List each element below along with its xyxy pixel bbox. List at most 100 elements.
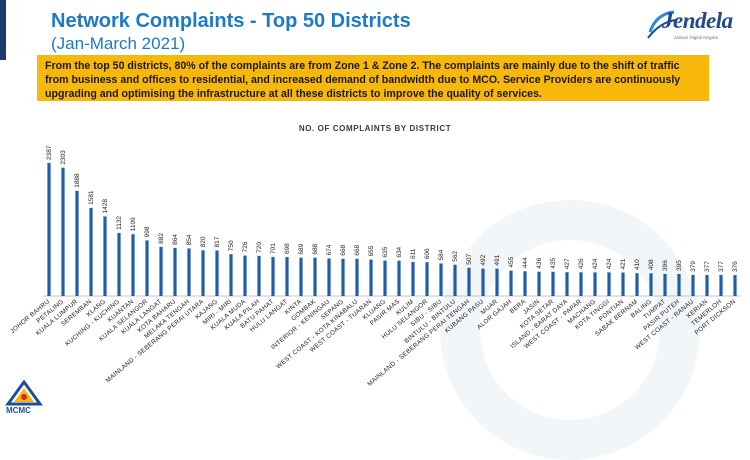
bar xyxy=(551,271,555,296)
data-label: 882 xyxy=(158,233,165,244)
bar xyxy=(705,274,709,296)
data-label: 817 xyxy=(214,236,221,247)
data-label: 424 xyxy=(592,258,599,269)
data-label: 426 xyxy=(578,258,585,269)
bar xyxy=(173,247,177,296)
bar xyxy=(131,234,135,296)
data-label: 668 xyxy=(354,245,361,256)
bar xyxy=(607,272,611,296)
mcmc-label: MCMC xyxy=(6,406,31,415)
jendela-logo: Jendela Jalinan Digital Negara xyxy=(646,8,742,46)
data-label: 750 xyxy=(228,240,235,251)
bar xyxy=(313,257,317,296)
bar xyxy=(719,274,723,296)
bar xyxy=(677,273,681,296)
bar xyxy=(397,260,401,296)
bar xyxy=(201,250,205,296)
bar xyxy=(327,258,331,296)
data-label: 507 xyxy=(466,254,473,265)
data-label: 820 xyxy=(200,236,207,247)
data-label: 701 xyxy=(270,243,277,254)
bar xyxy=(691,274,695,296)
data-label: 1132 xyxy=(116,216,123,230)
data-label: 377 xyxy=(718,261,725,272)
data-label: 2303 xyxy=(60,150,67,165)
data-label: 1109 xyxy=(130,217,137,231)
brand-name: Jendela xyxy=(662,8,733,33)
data-label: 444 xyxy=(522,257,529,268)
data-label: 424 xyxy=(606,258,613,269)
mcmc-triangle-icon xyxy=(5,380,43,406)
mcmc-logo: MCMC xyxy=(4,380,44,418)
data-label: 698 xyxy=(284,243,291,254)
bar xyxy=(481,268,485,296)
bar xyxy=(425,262,429,296)
data-label: 1888 xyxy=(74,173,81,188)
bar xyxy=(439,263,443,296)
bar xyxy=(411,261,415,296)
bar xyxy=(271,256,275,296)
data-label: 410 xyxy=(634,259,641,270)
bar xyxy=(579,272,583,296)
page-title: Network Complaints - Top 50 Districts xyxy=(51,10,411,32)
data-label: 689 xyxy=(298,243,305,254)
bar xyxy=(383,260,387,296)
data-label: 379 xyxy=(690,261,697,272)
data-label: 726 xyxy=(242,241,249,252)
data-label: 427 xyxy=(564,258,571,269)
header-accent-bar xyxy=(0,0,6,60)
bar xyxy=(565,272,569,296)
bar xyxy=(509,270,513,296)
bar xyxy=(257,255,261,296)
data-label: 1581 xyxy=(88,190,95,205)
data-label: 2387 xyxy=(46,145,53,160)
data-label: 635 xyxy=(382,246,389,257)
data-label: 395 xyxy=(676,260,683,271)
data-label: 436 xyxy=(536,257,543,268)
bar xyxy=(75,190,79,296)
data-label: 408 xyxy=(648,259,655,270)
bar xyxy=(47,163,51,296)
data-label: 435 xyxy=(550,258,557,269)
bar xyxy=(453,264,457,296)
bar xyxy=(299,257,303,296)
data-label: 584 xyxy=(438,249,445,260)
bar xyxy=(635,273,639,296)
brand-tagline: Jalinan Digital Negara xyxy=(674,35,719,40)
jendela-swoosh-icon xyxy=(647,10,677,39)
data-label: 606 xyxy=(424,248,431,259)
bar xyxy=(537,271,541,296)
data-label: 674 xyxy=(326,244,333,255)
data-label: 421 xyxy=(620,258,627,269)
bar xyxy=(733,275,737,296)
summary-banner: From the top 50 districts, 80% of the co… xyxy=(37,55,709,101)
bar xyxy=(145,240,149,296)
data-label: 1428 xyxy=(102,199,109,214)
data-label: 376 xyxy=(732,261,739,272)
bar xyxy=(523,271,527,296)
bar xyxy=(593,272,597,296)
bar xyxy=(649,273,653,296)
bar xyxy=(117,232,121,296)
data-label: 688 xyxy=(312,243,319,254)
data-label: 611 xyxy=(410,248,417,259)
bar xyxy=(243,255,247,296)
data-label: 455 xyxy=(508,256,515,267)
data-label: 491 xyxy=(494,254,501,265)
bar xyxy=(495,268,499,296)
chart-title: NO. OF COMPLAINTS BY DISTRICT xyxy=(298,124,452,133)
data-label: 854 xyxy=(186,234,193,245)
data-label: 998 xyxy=(144,226,151,237)
bar xyxy=(89,207,93,296)
bar xyxy=(187,248,191,296)
data-label: 668 xyxy=(340,245,347,256)
bar xyxy=(341,258,345,296)
data-label: 634 xyxy=(396,246,403,257)
bar xyxy=(103,216,107,296)
data-label: 492 xyxy=(480,254,487,265)
bar xyxy=(159,246,163,296)
bar xyxy=(369,259,373,296)
bar xyxy=(61,167,65,296)
bar xyxy=(621,272,625,296)
